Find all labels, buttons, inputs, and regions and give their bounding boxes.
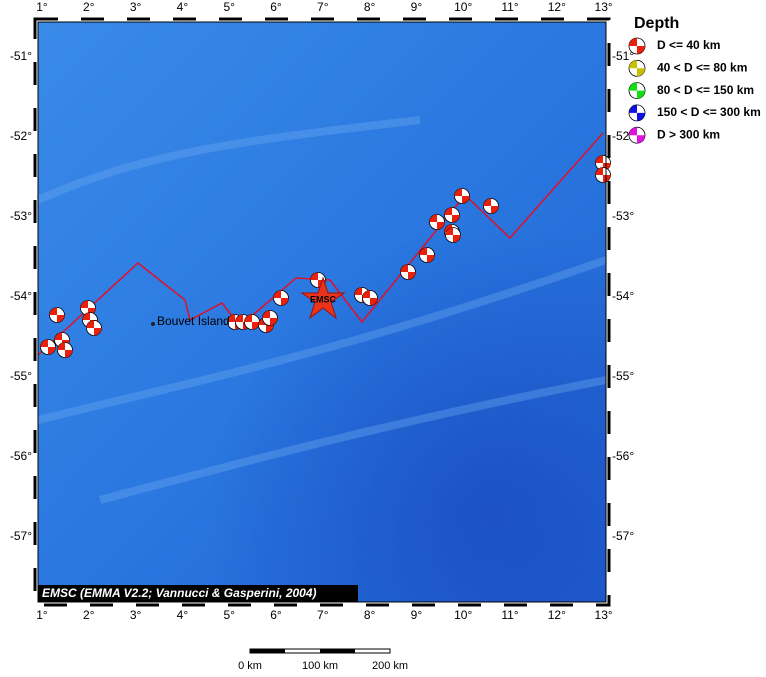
beachball-quad xyxy=(629,60,645,77)
lat-label: -54° xyxy=(10,289,32,303)
lon-label: 13° xyxy=(595,0,613,14)
legend-label: 40 < D <= 80 km xyxy=(657,60,747,74)
lon-label: 7° xyxy=(317,0,329,14)
island-dot xyxy=(151,322,155,326)
frame xyxy=(37,21,607,603)
lat-label: -53° xyxy=(612,209,634,223)
beachball-quad xyxy=(454,188,470,204)
lon-label: 9° xyxy=(411,608,423,622)
beachball-quad xyxy=(445,227,461,243)
lon-label: 9° xyxy=(411,0,423,14)
lon-label: 3° xyxy=(130,608,142,622)
relief xyxy=(36,116,608,504)
frame-ticks xyxy=(33,17,611,607)
events xyxy=(40,155,611,358)
legend-label: 150 < D <= 300 km xyxy=(657,105,761,119)
lat-label: -52° xyxy=(10,129,32,143)
beachball-quad xyxy=(273,290,289,306)
lon-label: 12° xyxy=(548,608,566,622)
lon-label: 6° xyxy=(270,0,282,14)
lon-label: 5° xyxy=(223,0,235,14)
scale-label: 200 km xyxy=(372,660,408,672)
lat-label: -53° xyxy=(10,209,32,223)
legend-label: D <= 40 km xyxy=(657,38,720,52)
lat-label: -52° xyxy=(612,129,634,143)
scale-label: 0 km xyxy=(238,660,262,672)
lon-label: 10° xyxy=(454,608,472,622)
credit-box xyxy=(38,585,358,602)
legend-label: D > 300 km xyxy=(657,127,720,141)
epicenter-star xyxy=(300,276,346,320)
beachball-quad xyxy=(595,167,611,183)
lon-label: 8° xyxy=(364,0,376,14)
lon-label: 8° xyxy=(364,608,376,622)
lon-label: 10° xyxy=(454,0,472,14)
beachball-quad xyxy=(595,155,611,171)
beachball-quad xyxy=(629,82,645,99)
lat-label: -55° xyxy=(10,369,32,383)
lon-label: 7° xyxy=(317,608,329,622)
deep-ocean xyxy=(38,22,606,602)
beachball-quad xyxy=(362,290,378,306)
lon-label: 5° xyxy=(223,608,235,622)
beachball-quad xyxy=(629,104,645,121)
lat-label: -54° xyxy=(612,289,634,303)
plate-boundary xyxy=(37,132,604,356)
lon-label: 3° xyxy=(130,0,142,14)
beachball-quad xyxy=(80,300,96,316)
lat-label: -57° xyxy=(10,529,32,543)
beachball-quad xyxy=(483,198,499,214)
lat-label: -56° xyxy=(10,449,32,463)
legend-title: Depth xyxy=(634,15,679,32)
beachball-quad xyxy=(244,314,260,330)
beachball-quad xyxy=(49,307,65,323)
lon-label: 2° xyxy=(83,608,95,622)
legend-label: 80 < D <= 150 km xyxy=(657,83,754,97)
lat-label: -51° xyxy=(612,49,634,63)
beachball-quad xyxy=(258,317,274,333)
beachball-quad xyxy=(57,342,73,358)
island-label: Bouvet Island xyxy=(157,314,230,328)
beachball-quad xyxy=(86,320,102,336)
lon-label: 11° xyxy=(501,608,518,622)
lon-label: 13° xyxy=(595,608,613,622)
lon-label: 2° xyxy=(83,0,95,14)
beachball-quad xyxy=(444,207,460,223)
lat-label: -56° xyxy=(612,449,634,463)
beachball-quad xyxy=(419,247,435,263)
lon-label: 1° xyxy=(36,0,48,14)
beachball-quad xyxy=(40,339,56,355)
beachball-quad xyxy=(262,310,278,326)
lat-label: -57° xyxy=(612,529,634,543)
beachball-quad xyxy=(629,127,645,144)
lon-label: 12° xyxy=(548,0,566,14)
beachball-quad xyxy=(629,38,645,54)
lon-label: 6° xyxy=(270,608,282,622)
beachball-quad xyxy=(429,214,445,230)
lon-label: 4° xyxy=(177,0,189,14)
epicenter-label: EMSC xyxy=(310,294,337,304)
lon-label: 11° xyxy=(501,0,518,14)
lon-label: 4° xyxy=(177,608,189,622)
beachball-quad xyxy=(400,264,416,280)
lon-label: 1° xyxy=(36,608,48,622)
lat-label: -51° xyxy=(10,49,32,63)
lat-label: -55° xyxy=(612,369,634,383)
scale-bar-seg xyxy=(320,649,355,653)
scale-label: 100 km xyxy=(302,660,338,672)
scale-bar-seg xyxy=(250,649,285,653)
credit: EMSC (EMMA V2.2; Vannucci & Gasperini, 2… xyxy=(42,586,317,600)
